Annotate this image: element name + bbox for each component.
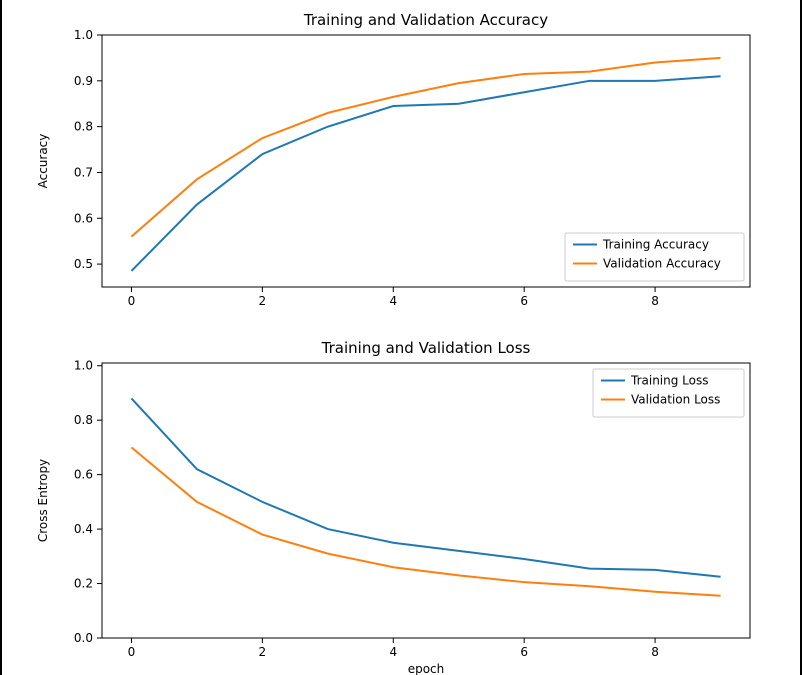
- accuracy-chart-series-1: [131, 58, 720, 237]
- loss-chart-xtick-label: 4: [389, 645, 397, 659]
- figure-svg: Training and Validation Accuracy Accuracy…: [2, 0, 802, 675]
- loss-chart-ytick-label: 0.6: [74, 468, 93, 482]
- loss-chart-series-1: [131, 447, 720, 595]
- loss-chart-xlabel: epoch: [408, 662, 445, 675]
- accuracy-chart-xtick-label: 6: [520, 294, 528, 308]
- accuracy-chart-title: Training and Validation Accuracy: [303, 11, 548, 29]
- accuracy-chart-legend-label-1: Validation Accuracy: [603, 256, 721, 270]
- accuracy-chart-ytick-label: 0.9: [74, 74, 93, 88]
- accuracy-chart-xtick-label: 8: [651, 294, 659, 308]
- loss-chart-legend-label-0: Training Loss: [630, 373, 708, 387]
- loss-chart-legend-label-1: Validation Loss: [631, 392, 720, 406]
- accuracy-chart-ytick-label: 0.8: [74, 120, 93, 134]
- loss-chart-series-0: [131, 398, 720, 576]
- accuracy-chart-ytick-label: 0.5: [74, 257, 93, 271]
- loss-chart-ytick-label: 0.8: [74, 413, 93, 427]
- loss-chart-ytick-label: 0.2: [74, 577, 93, 591]
- accuracy-chart-xtick-label: 0: [128, 294, 136, 308]
- loss-chart-ytick-label: 0.4: [74, 522, 93, 536]
- accuracy-chart-ytick-label: 0.6: [74, 211, 93, 225]
- accuracy-chart-xtick-label: 2: [259, 294, 267, 308]
- loss-chart-xtick-label: 2: [259, 645, 267, 659]
- loss-chart-title: Training and Validation Loss: [321, 339, 531, 357]
- loss-chart-ylabel: Cross Entropy: [36, 459, 50, 542]
- accuracy-chart-legend-label-0: Training Accuracy: [602, 237, 709, 251]
- loss-chart-ytick-label: 1.0: [74, 359, 93, 373]
- loss-chart-xtick-label: 6: [520, 645, 528, 659]
- accuracy-chart-xtick-label: 4: [389, 294, 397, 308]
- accuracy-chart-ylabel: Accuracy: [36, 134, 50, 189]
- loss-chart-xtick-label: 0: [128, 645, 136, 659]
- loss-chart-ytick-label: 0.0: [74, 631, 93, 645]
- loss-chart-xtick-label: 8: [651, 645, 659, 659]
- accuracy-chart-ytick-label: 1.0: [74, 28, 93, 42]
- accuracy-chart-ytick-label: 0.7: [74, 165, 93, 179]
